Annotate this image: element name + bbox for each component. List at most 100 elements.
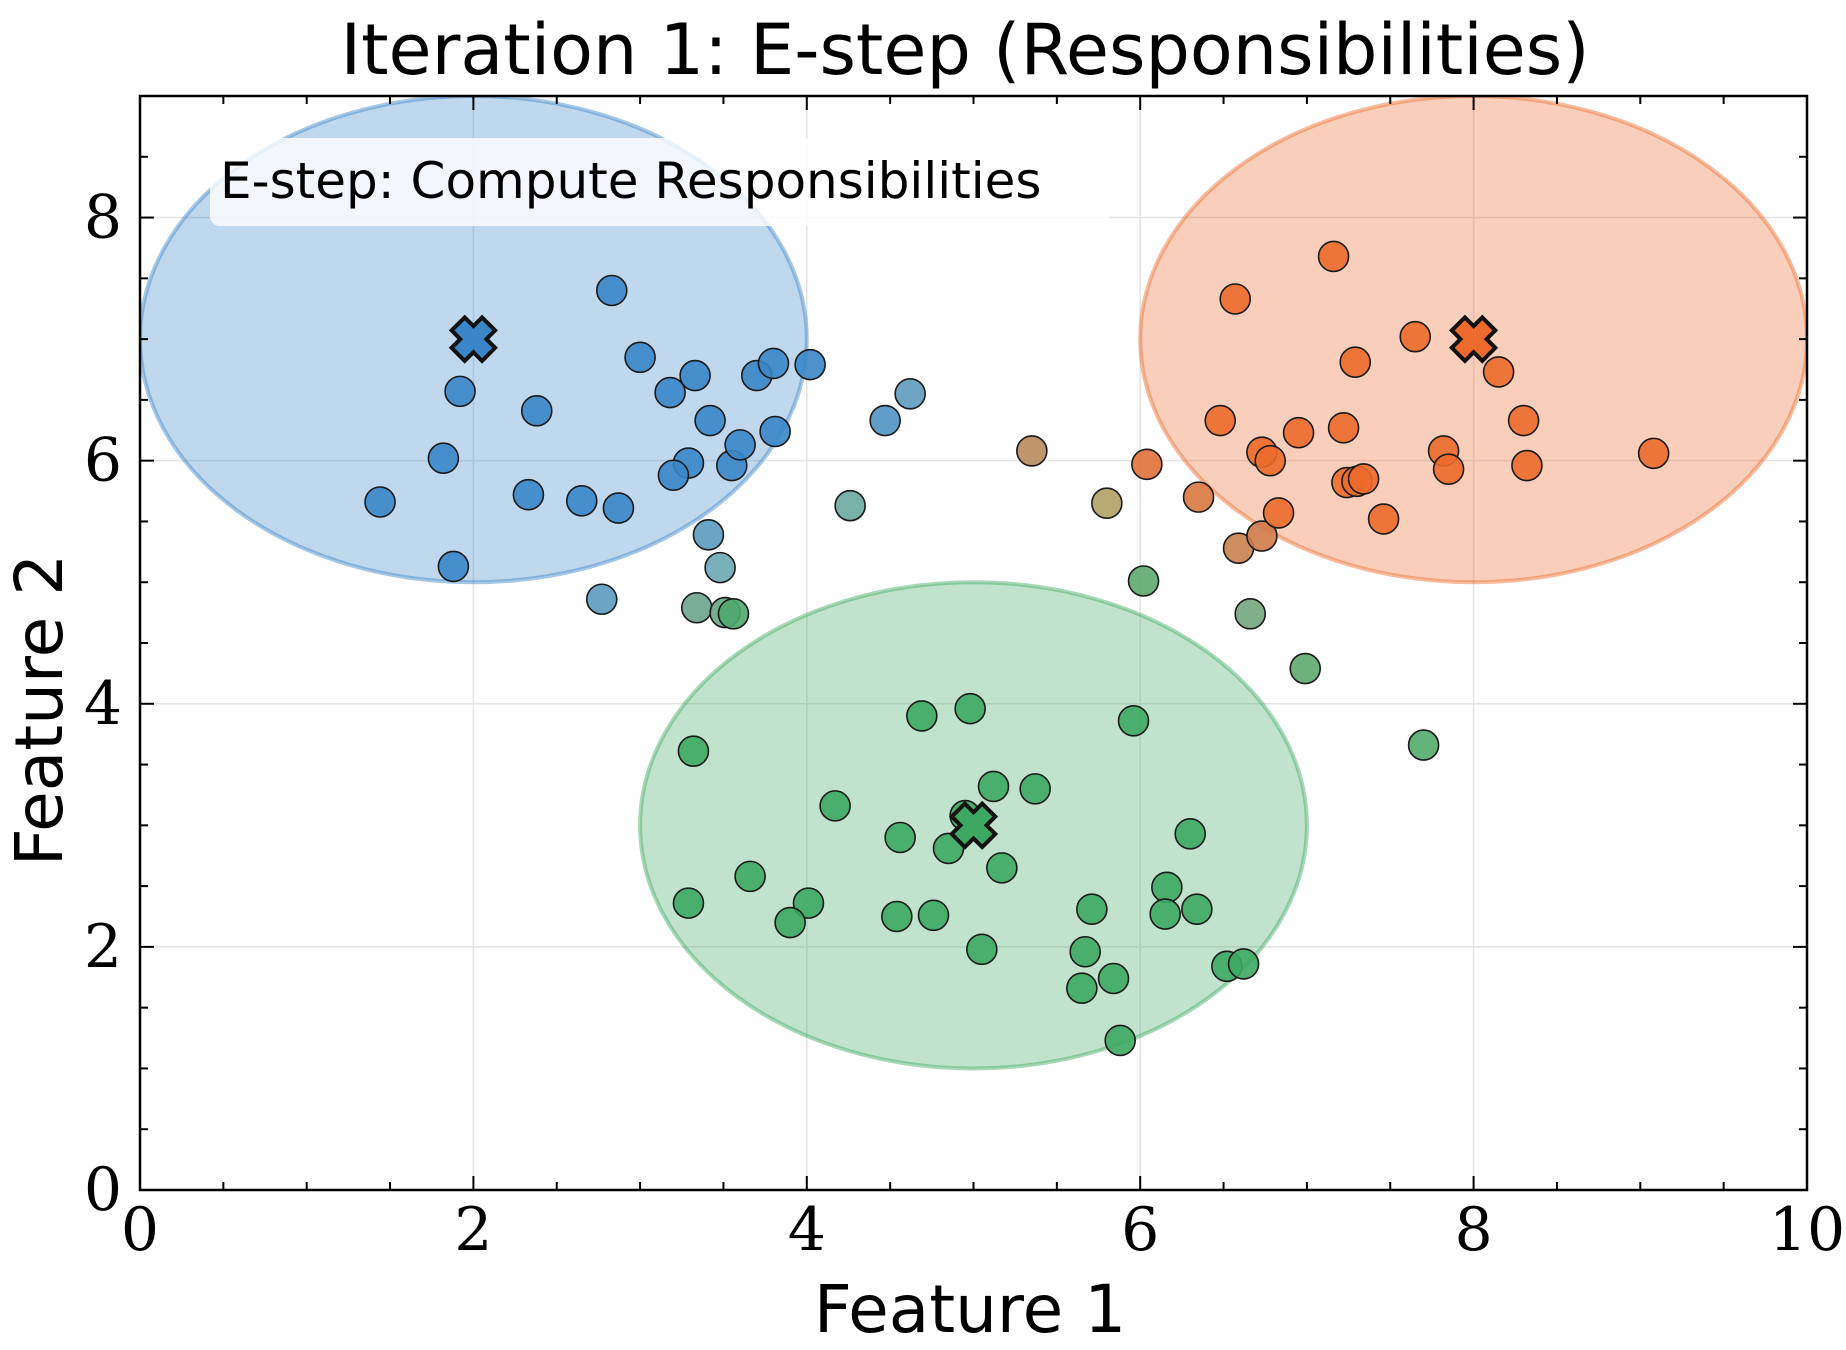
data-point: [679, 359, 711, 392]
component-mean-marker-1: [448, 314, 498, 364]
data-point: [565, 484, 598, 517]
data-point: [1482, 356, 1515, 388]
data-point: [692, 519, 725, 551]
data-point: [427, 442, 460, 475]
data-point: [624, 341, 656, 374]
data-point: [657, 459, 690, 492]
data-point: [1076, 893, 1108, 926]
data-point: [869, 404, 901, 437]
data-point: [1104, 1024, 1136, 1057]
y-tick-label: 8: [84, 183, 122, 253]
data-point: [977, 770, 1010, 803]
data-point: [1507, 404, 1540, 437]
data-point: [1097, 962, 1130, 995]
data-point: [672, 887, 705, 919]
data-point: [1127, 565, 1160, 597]
data-point: [906, 700, 938, 732]
data-point: [1327, 412, 1360, 444]
data-point: [437, 550, 470, 583]
axes-frame: [138, 94, 1809, 1192]
data-point: [1367, 503, 1400, 535]
data-point: [1254, 444, 1287, 477]
data-point: [1091, 487, 1123, 520]
data-point: [774, 906, 806, 939]
data-point: [512, 478, 545, 511]
x-tick-label: 0: [121, 1195, 159, 1265]
y-axis-label: Feature 2: [1, 554, 78, 866]
x-tick-label: 2: [454, 1195, 492, 1265]
data-point: [1181, 893, 1213, 926]
x-axis-label: Feature 1: [814, 1271, 1126, 1348]
data-point: [677, 735, 710, 767]
data-point: [654, 376, 686, 409]
data-point: [1149, 898, 1182, 930]
data-point: [1246, 520, 1278, 552]
data-point: [1066, 972, 1098, 1005]
data-point: [444, 375, 476, 408]
data-point: [1511, 449, 1543, 482]
chart-title: Iteration 1: E-step (Responsibilities): [340, 9, 1589, 91]
data-point: [894, 378, 926, 410]
annotation-background: [210, 138, 1110, 226]
data-point: [602, 492, 635, 524]
annotation-box: E-step: Compute Responsibilities: [210, 138, 1110, 226]
data-point: [954, 692, 986, 725]
data-point: [1399, 320, 1432, 353]
data-point: [595, 274, 628, 307]
data-point: [1317, 240, 1350, 273]
data-point: [757, 347, 790, 380]
data-point: [364, 486, 396, 518]
data-point: [724, 429, 756, 461]
data-point: [1016, 435, 1048, 467]
data-point: [1227, 948, 1260, 980]
y-tick-label: 4: [84, 669, 122, 739]
data-point: [792, 887, 825, 919]
data-point: [717, 598, 750, 630]
data-point: [1289, 652, 1322, 685]
data-point: [819, 790, 851, 822]
data-point: [1282, 416, 1315, 449]
y-tick-label: 2: [84, 912, 122, 982]
data-point: [520, 395, 553, 427]
data-point: [1182, 481, 1215, 513]
data-point: [884, 821, 916, 854]
data-point: [734, 860, 766, 893]
data-point: [794, 348, 826, 381]
x-tick-label: 10: [1769, 1195, 1845, 1265]
x-tick-label: 4: [788, 1195, 826, 1265]
annotation-text: E-step: Compute Responsibilities: [220, 152, 1041, 210]
data-point: [1174, 818, 1207, 850]
data-point: [1019, 773, 1051, 805]
y-tick-label: 6: [84, 426, 122, 496]
data-point: [966, 933, 998, 966]
data-point: [759, 415, 791, 448]
data-point: [1234, 598, 1267, 630]
data-point: [1069, 935, 1101, 968]
data-point: [680, 591, 713, 624]
data-point: [917, 899, 950, 932]
y-tick-label: 0: [84, 1155, 122, 1225]
data-point: [1262, 497, 1295, 529]
data-point: [1204, 404, 1237, 437]
data-point: [1637, 437, 1670, 470]
data-point: [1407, 729, 1440, 761]
data-point: [1151, 871, 1183, 904]
data-point: [881, 900, 913, 933]
data-point: [694, 404, 726, 437]
x-tick-label: 6: [1121, 1195, 1159, 1265]
component-mean-marker-2: [1448, 314, 1499, 364]
data-point: [1131, 448, 1163, 481]
x-tick-label: 8: [1455, 1195, 1493, 1265]
data-point: [704, 551, 736, 584]
data-point: [1347, 463, 1380, 495]
data-point: [1117, 704, 1150, 737]
component-mean-marker-3: [948, 800, 999, 850]
data-point: [585, 583, 618, 616]
tick-marks: [139, 95, 1808, 1191]
data-point: [1339, 346, 1372, 379]
data-point: [834, 489, 866, 522]
data-layer: [140, 96, 1807, 1071]
data-point: [986, 852, 1018, 884]
